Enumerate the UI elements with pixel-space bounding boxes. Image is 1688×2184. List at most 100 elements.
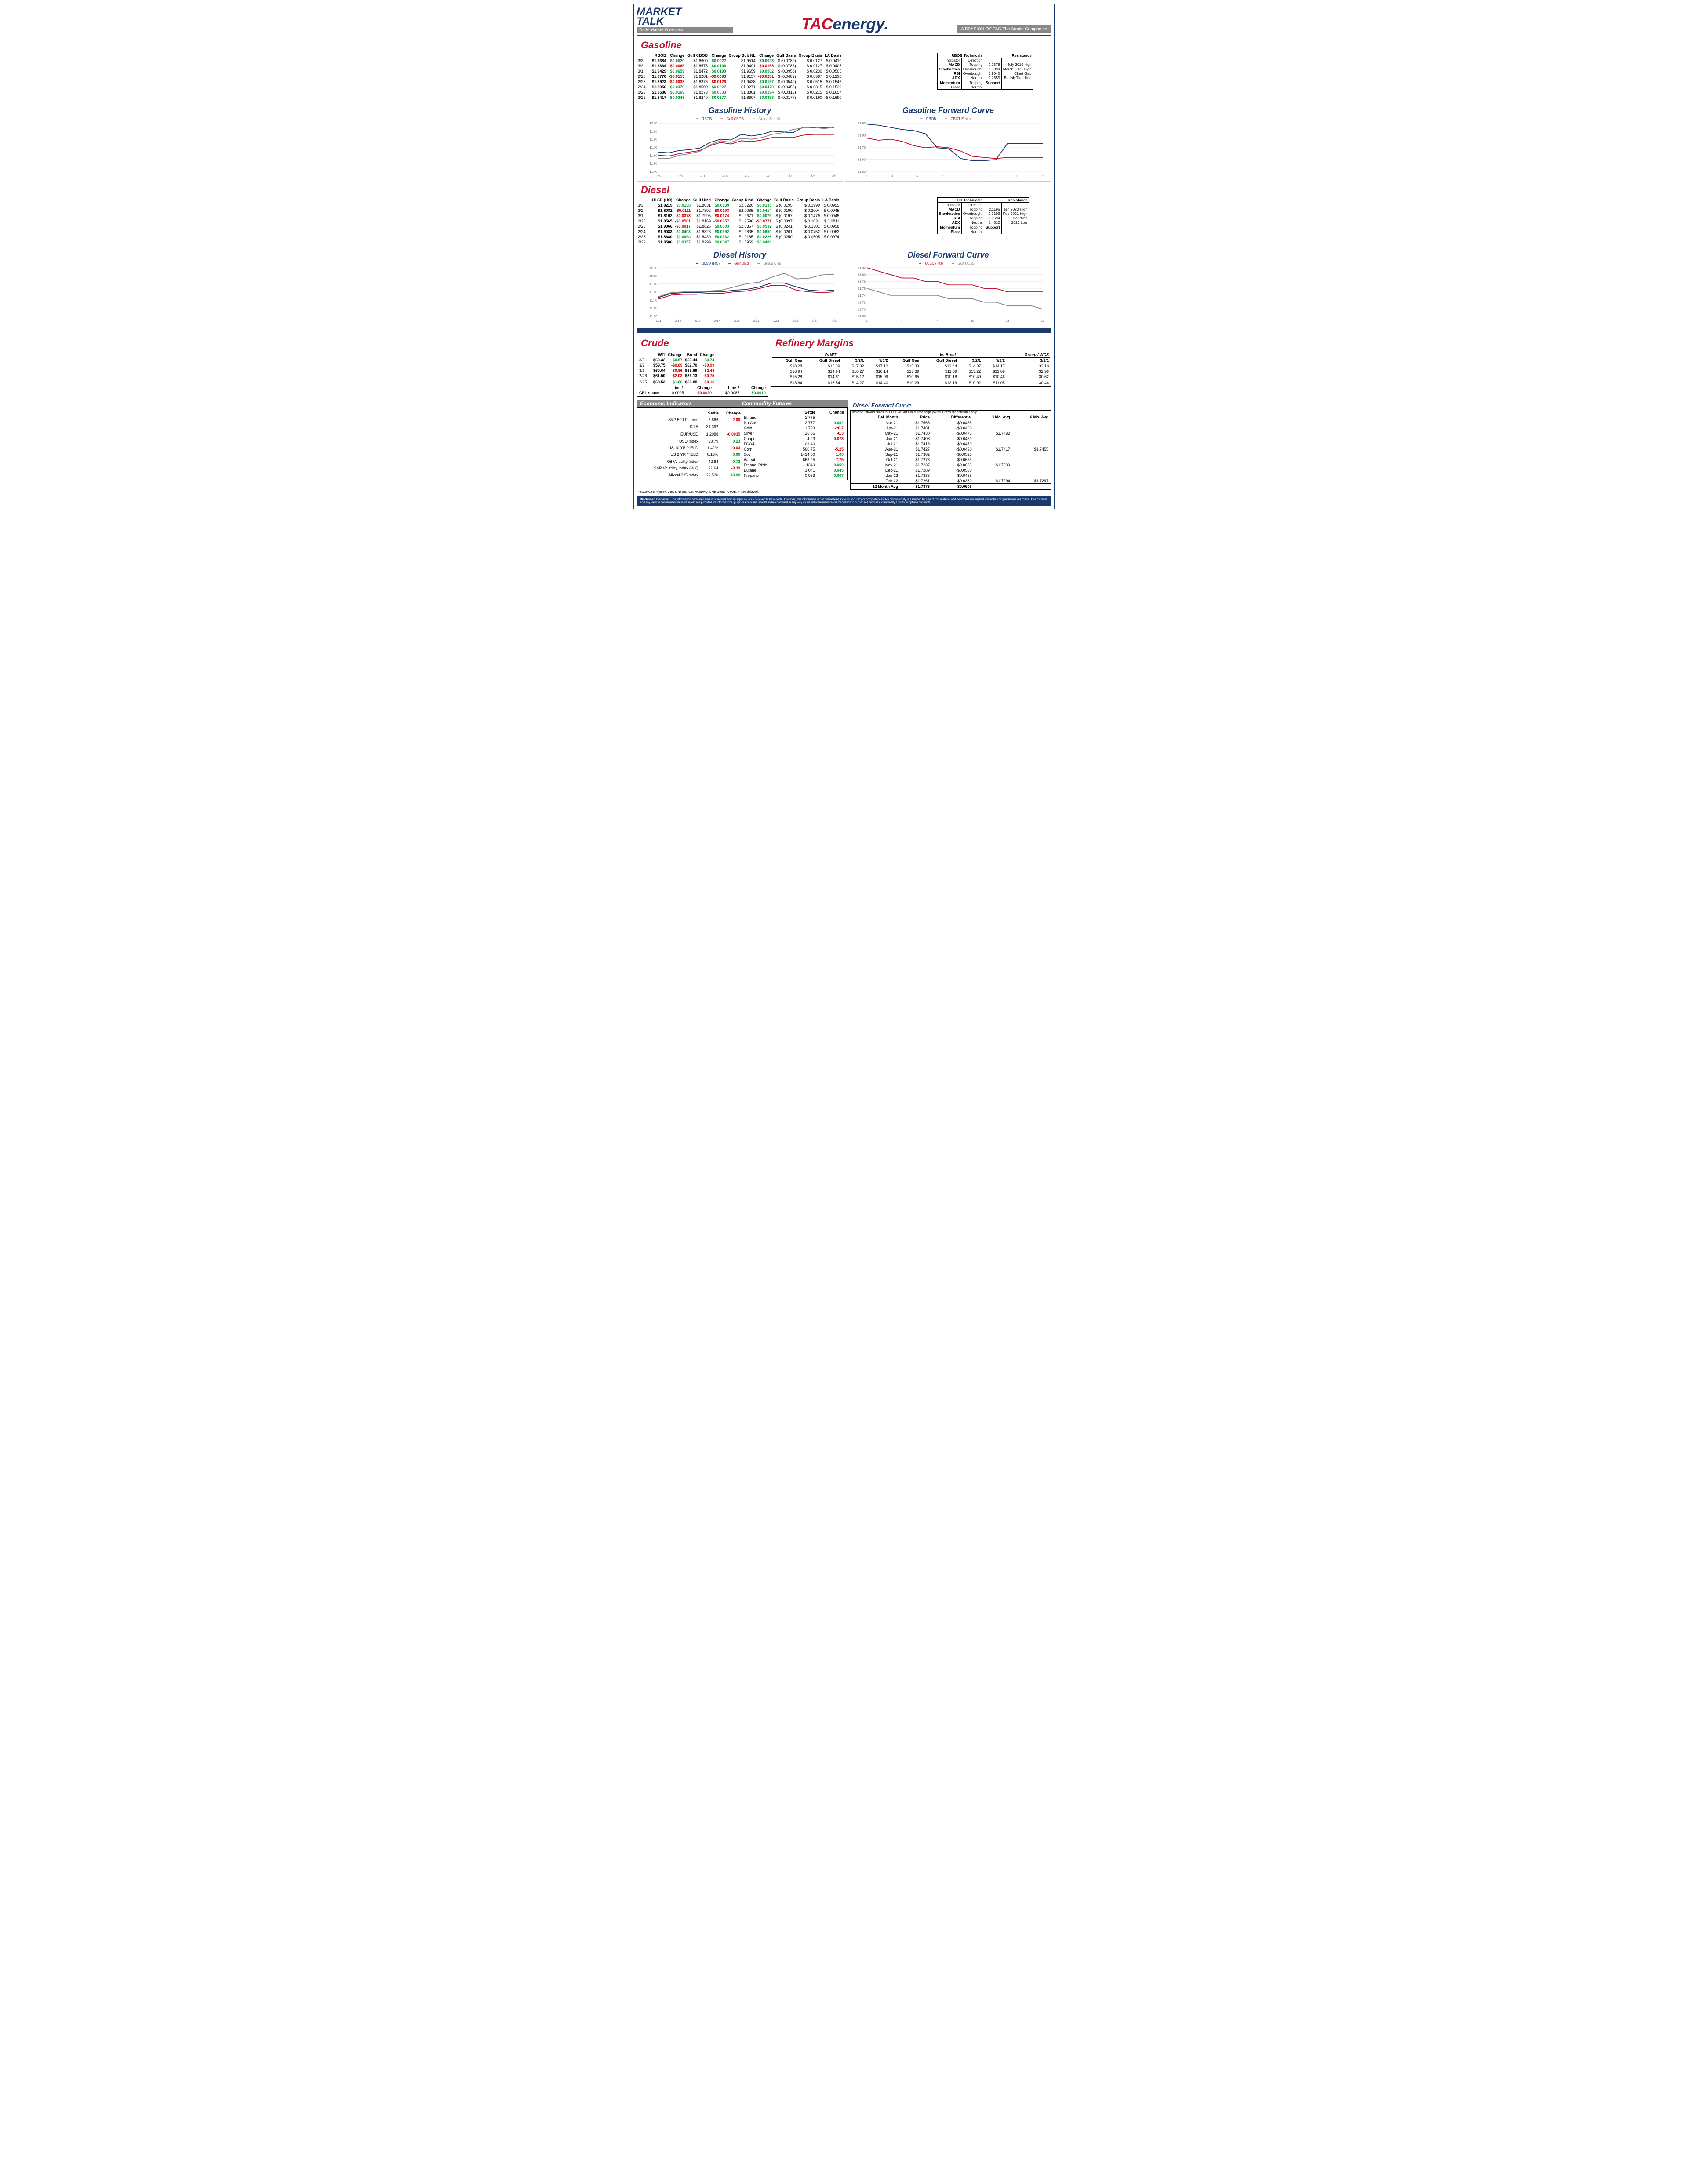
svg-text:2/8: 2/8 <box>678 175 683 178</box>
svg-text:$1.90: $1.90 <box>649 283 657 286</box>
diesel-row: ULSD (HO)ChangeGulf UlsdChangeGroup Ulsd… <box>637 197 1051 245</box>
svg-text:16: 16 <box>1041 320 1044 323</box>
disclaimer-text: Disclaimer: The information contained he… <box>640 498 1047 504</box>
svg-text:$1.50: $1.50 <box>649 315 657 318</box>
svg-text:2/11: 2/11 <box>655 320 661 323</box>
diesel-fwd-title: Diesel Forward Curve <box>853 402 1051 409</box>
svg-text:$2.10: $2.10 <box>649 267 657 270</box>
svg-text:$2.00: $2.00 <box>649 122 657 125</box>
svg-text:4: 4 <box>901 320 903 323</box>
gasoline-fwd-chart: Gasoline Forward Curve ━ RBOB ━ CBOT Eth… <box>845 102 1051 182</box>
econ-title2: Commodity Futures <box>742 400 844 407</box>
svg-text:2/11: 2/11 <box>699 175 705 178</box>
refinery-section: Refinery Margins Vs WTIVs BrentGroup / W… <box>771 335 1051 397</box>
svg-text:2/23: 2/23 <box>787 175 793 178</box>
diesel-hist-legend: ━ ULSD (HO) ━ Gulf Ulsd ━ Group Ulsd <box>639 262 841 265</box>
disclaimer: Disclaimer: Disclaimer: The information … <box>637 496 1051 506</box>
gas-fwd-legend: ━ RBOB ━ CBOT Ethanol <box>847 117 1049 121</box>
svg-text:3/1: 3/1 <box>832 320 837 323</box>
svg-text:2/15: 2/15 <box>695 320 701 323</box>
crude-table: WTIChangeBrentChange3/3$60.32$0.57$63.44… <box>638 352 716 385</box>
svg-text:$1.82: $1.82 <box>858 267 866 270</box>
econ-section: Economic Indicators Commodity Futures Se… <box>637 400 848 490</box>
econ-right-table: SettleChangeEthanol1.775NatGas2.7770.062… <box>742 410 845 478</box>
svg-text:1: 1 <box>866 175 868 178</box>
svg-text:$1.60: $1.60 <box>858 159 866 162</box>
diesel-charts: Diesel History ━ ULSD (HO) ━ Gulf Ulsd ━… <box>637 247 1051 326</box>
econ-box: SettleChangeS&P 500 Futures3,866-2.00DJI… <box>637 407 848 480</box>
svg-text:$1.60: $1.60 <box>649 307 657 310</box>
svg-text:$1.70: $1.70 <box>858 308 866 311</box>
refinery-title: Refinery Margins <box>775 338 1051 349</box>
svg-text:$1.50: $1.50 <box>858 171 866 174</box>
svg-text:7: 7 <box>936 320 938 323</box>
svg-text:1: 1 <box>866 320 868 323</box>
gasoline-technicals: RBOB TechnicalsResistanceIndicatorDirect… <box>937 53 1051 90</box>
diesel-fwd-section: Diesel Forward Curve Indictive forward p… <box>850 400 1051 490</box>
diesel-fwd-box: Indictive forward prices for ULSD at Gul… <box>850 410 1051 490</box>
gas-fwd-svg: $1.50$1.60$1.70$1.80$1.9013579111315 <box>847 121 1049 178</box>
svg-text:$1.78: $1.78 <box>858 281 866 284</box>
diesel-table: ULSD (HO)ChangeGulf UlsdChangeGroup Ulsd… <box>637 197 840 245</box>
svg-text:2/14: 2/14 <box>721 175 728 178</box>
gasoline-history-chart: Gasoline History ━ RBOB ━ Gulf CBOB ━ Gr… <box>637 102 843 182</box>
svg-text:2/5: 2/5 <box>656 175 661 178</box>
svg-text:2/20: 2/20 <box>765 175 771 178</box>
svg-text:5: 5 <box>916 175 918 178</box>
svg-text:7: 7 <box>941 175 943 178</box>
gasoline-table: RBOBChangeGulf CBOBChangeGroup Sub NLCha… <box>637 53 843 100</box>
gasoline-title: Gasoline <box>641 40 1051 51</box>
svg-text:$1.50: $1.50 <box>649 163 657 166</box>
tac-logo: TACenergy. <box>801 15 888 33</box>
svg-text:13: 13 <box>1016 175 1019 178</box>
svg-text:2/19: 2/19 <box>734 320 740 323</box>
econ-left-table: SettleChangeS&P 500 Futures3,866-2.00DJI… <box>639 410 742 478</box>
svg-text:2/23: 2/23 <box>773 320 779 323</box>
diesel-technicals: HO TechnicalsResistanceIndicatorDirectio… <box>937 197 1051 234</box>
gas-hist-legend: ━ RBOB ━ Gulf CBOB ━ Group Sub NL <box>639 117 841 121</box>
svg-text:2/26: 2/26 <box>809 175 815 178</box>
svg-text:$1.60: $1.60 <box>649 155 657 158</box>
diesel-title: Diesel <box>641 184 1051 196</box>
market-talk-logo: MARKET TALK <box>637 7 733 26</box>
diesel-fwd-svg: $1.68$1.70$1.72$1.74$1.76$1.78$1.80$1.82… <box>847 265 1049 323</box>
diesel-price-table: ULSD (HO)ChangeGulf UlsdChangeGroup Ulsd… <box>637 197 935 245</box>
svg-text:$1.72: $1.72 <box>858 302 866 305</box>
header-center: TACenergy. <box>733 15 957 33</box>
econ-header: Economic Indicators Commodity Futures <box>637 400 848 407</box>
gas-hist-svg: $1.40$1.50$1.60$1.70$1.80$1.90$2.002/52/… <box>639 121 841 178</box>
econ-title1: Economic Indicators <box>640 400 742 407</box>
cpl-table: Line 1ChangeLine 2ChangeCPL space-0.0095… <box>638 385 767 396</box>
svg-text:2/13: 2/13 <box>675 320 681 323</box>
svg-text:$1.80: $1.80 <box>649 291 657 294</box>
svg-text:3: 3 <box>891 175 893 178</box>
divider-bar <box>637 328 1051 333</box>
diesel-fwd-note: Indictive forward prices for ULSD at Gul… <box>851 410 1051 414</box>
crude-box: WTIChangeBrentChange3/3$60.32$0.57$63.44… <box>637 351 768 397</box>
svg-text:$1.80: $1.80 <box>858 134 866 138</box>
page-root: MARKET TALK Daily Market Overview TACene… <box>633 4 1055 509</box>
header-division: A DIVISION OF TAC The Arnold Companies <box>957 25 1051 33</box>
refinery-box: Vs WTIVs BrentGroup / WCSGulf GasGulf Di… <box>771 351 1051 387</box>
crude-refinery-row: Crude WTIChangeBrentChange3/3$60.32$0.57… <box>637 335 1051 397</box>
refinery-table: Vs WTIVs BrentGroup / WCSGulf GasGulf Di… <box>772 352 1050 385</box>
svg-text:9: 9 <box>967 175 968 178</box>
svg-text:$1.74: $1.74 <box>858 294 866 298</box>
diesel-fwd-legend: ━ ULSD (HO) ━ Gulf ULSD <box>847 262 1049 265</box>
header-subtitle: Daily Market Overview <box>637 27 733 33</box>
crude-title: Crude <box>641 338 768 349</box>
svg-text:13: 13 <box>1006 320 1009 323</box>
svg-text:2/21: 2/21 <box>753 320 759 323</box>
gasoline-fwd-title: Gasoline Forward Curve <box>847 106 1049 115</box>
svg-text:2/25: 2/25 <box>792 320 798 323</box>
svg-text:$2.00: $2.00 <box>649 275 657 278</box>
sources: *SOURCES: Nymex, CBOT, NYSE, ICE, NASDAQ… <box>638 491 1050 494</box>
svg-text:$1.70: $1.70 <box>649 299 657 302</box>
diesel-hist-svg: $1.50 $1.60 $1.70 $1.80 $1.90 $2.00 $2.10 2/11 2… <box>639 265 841 323</box>
svg-text:$1.80: $1.80 <box>649 138 657 142</box>
svg-text:$1.90: $1.90 <box>649 131 657 134</box>
crude-section: Crude WTIChangeBrentChange3/3$60.32$0.57… <box>637 335 768 397</box>
diesel-history-chart: Diesel History ━ ULSD (HO) ━ Gulf Ulsd ━… <box>637 247 843 326</box>
svg-text:$1.80: $1.80 <box>858 274 866 277</box>
gasoline-charts: Gasoline History ━ RBOB ━ Gulf CBOB ━ Gr… <box>637 102 1051 182</box>
